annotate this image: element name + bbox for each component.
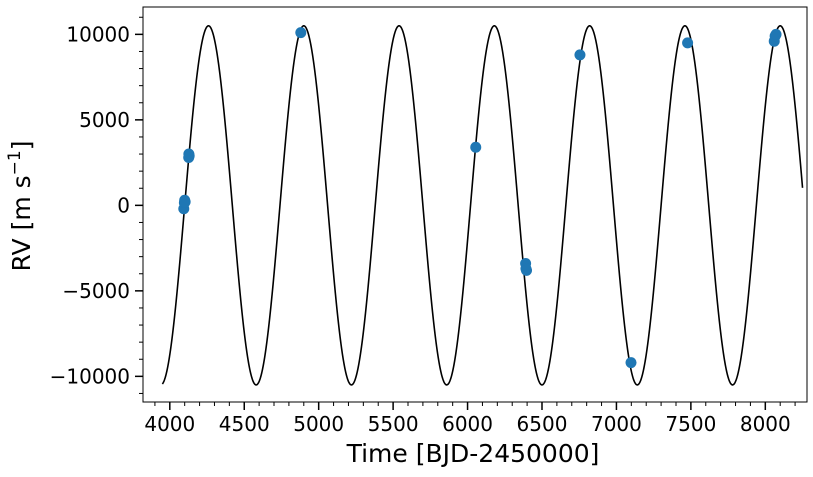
x-tick-label: 5500	[368, 412, 419, 436]
y-axis-title-exponent: −1	[5, 150, 25, 175]
x-tick-label: 6500	[517, 412, 568, 436]
data-point	[295, 27, 307, 39]
y-tick-label: −10000	[50, 364, 130, 388]
y-axis-title: RV [m s−1]	[5, 141, 36, 272]
model-curve-layer	[161, 25, 804, 386]
y-tick-label: 0	[117, 193, 130, 217]
model-curve	[161, 25, 804, 386]
data-point	[470, 141, 482, 153]
y-axis-title-main: RV [m s	[7, 175, 36, 271]
x-tick-label: 4000	[144, 412, 195, 436]
data-point	[521, 264, 533, 276]
x-axis-title: Time [BJD-2450000]	[346, 439, 600, 468]
data-point	[682, 37, 694, 49]
data-point	[183, 150, 195, 162]
y-tick-label: 10000	[66, 22, 130, 46]
x-tick-label: 5000	[293, 412, 344, 436]
data-point	[625, 357, 637, 369]
data-points-layer	[178, 27, 782, 369]
plot-frame	[142, 6, 808, 403]
data-point	[179, 196, 191, 208]
y-tick-label: 5000	[79, 108, 130, 132]
y-axis-title-close: ]	[7, 141, 36, 151]
data-point	[770, 28, 782, 40]
axes-layer: 4000 4500 5000 5500 6000 6500 7000 7500 8000 −100…	[50, 6, 808, 436]
x-tick-label: 6000	[442, 412, 493, 436]
x-tick-label: 8000	[740, 412, 791, 436]
data-point	[574, 49, 586, 61]
x-tick-label: 7500	[665, 412, 716, 436]
y-tick-label: −5000	[62, 279, 130, 303]
x-tick-label: 7000	[591, 412, 642, 436]
x-tick-label: 4500	[219, 412, 270, 436]
